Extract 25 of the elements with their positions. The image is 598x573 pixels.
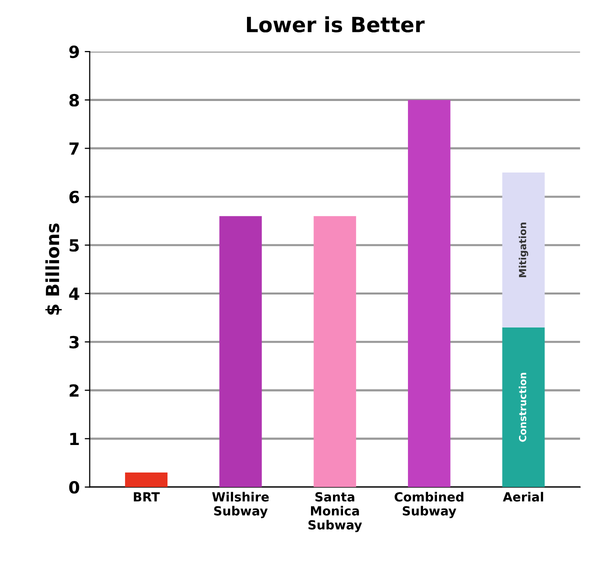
y-tick-label: 8	[69, 94, 79, 107]
x-tick-label: BRT	[134, 492, 160, 502]
x-tick-label: Wilshire Subway	[212, 492, 269, 518]
series-label: Construction	[518, 372, 526, 442]
y-tick-label: 1	[70, 432, 79, 445]
y-axis-title: $ Billions	[45, 223, 62, 315]
x-tick-label: Combined Subway	[394, 492, 464, 518]
y-tick-label: 4	[69, 288, 80, 300]
bar	[219, 216, 262, 488]
bar	[502, 172, 545, 328]
y-tick-label: 0	[69, 481, 80, 494]
y-tick-label: 9	[69, 46, 79, 58]
bar	[408, 100, 450, 488]
x-tick-label: Aerial	[502, 492, 544, 502]
bar	[502, 327, 545, 488]
y-tick-label: 6	[69, 190, 80, 204]
y-tick-label: 5	[70, 239, 79, 252]
chart-title: Lower is Better	[246, 16, 425, 32]
y-tick-label: 3	[69, 336, 79, 348]
bar	[125, 472, 168, 488]
series-label: Mitigation	[518, 222, 528, 278]
bar	[314, 216, 356, 488]
y-tick-label: 7	[69, 142, 79, 155]
y-tick-label: 2	[70, 384, 79, 397]
x-tick-label: Santa Monica Subway	[308, 492, 362, 532]
